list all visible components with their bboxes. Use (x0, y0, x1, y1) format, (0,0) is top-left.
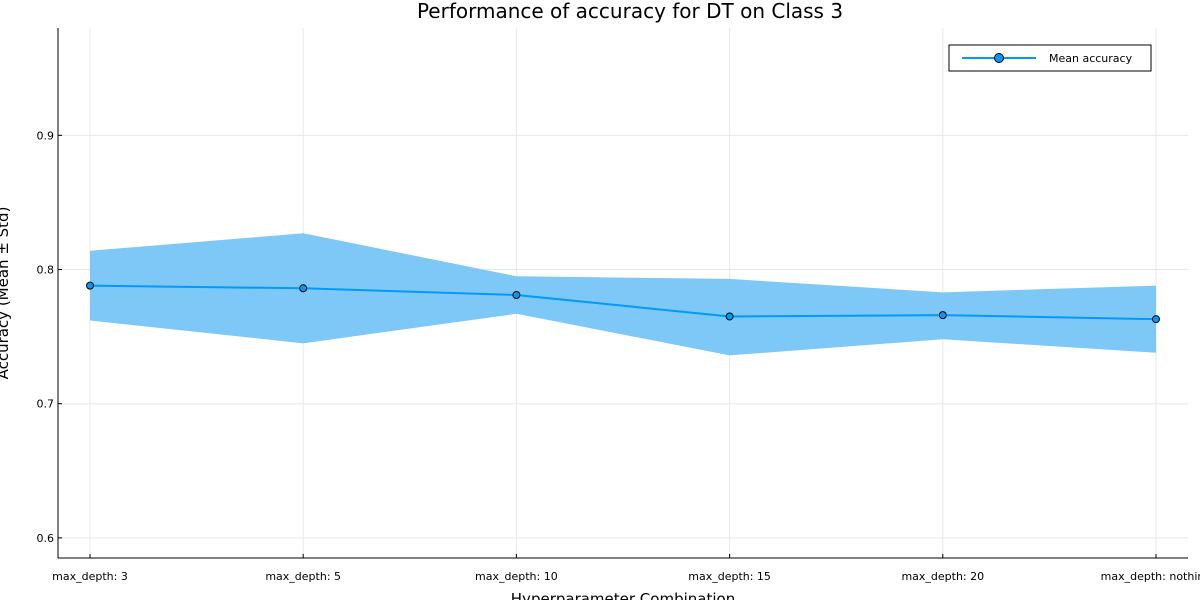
x-tick-label: max_depth: nothing (1101, 570, 1200, 583)
legend-box (948, 44, 1152, 72)
data-point (299, 284, 308, 293)
legend-label: Mean accuracy (1049, 52, 1133, 65)
x-tick-label: max_depth: 3 (52, 570, 128, 583)
y-axis-label: Accuracy (Mean ± Std) (0, 207, 12, 380)
std-band (90, 233, 1156, 356)
chart-title: Performance of accuracy for DT on Class … (417, 0, 843, 23)
y-tick-label: 0.9 (37, 129, 55, 142)
axes (57, 28, 1188, 559)
y-tick-label: 0.8 (37, 264, 55, 277)
x-tick-label: max_depth: 10 (475, 570, 558, 583)
y-tick-labels: 0.6 0.7 0.8 0.9 (37, 129, 55, 545)
y-tick-label: 0.6 (37, 532, 55, 545)
data-point (86, 281, 94, 290)
data-point (1152, 315, 1160, 324)
mean-line (89, 284, 1157, 321)
legend: Mean accuracy (948, 44, 1152, 72)
y-tick-label: 0.7 (37, 398, 55, 411)
x-tick-label: max_depth: 5 (265, 570, 341, 583)
legend-marker (994, 53, 1004, 63)
x-tick-labels: max_depth: 3 max_depth: 5 max_depth: 10 max… (52, 570, 1200, 583)
x-axis-label: Hyperparameter Combination (511, 590, 735, 600)
x-tick-label: max_depth: 15 (688, 570, 771, 583)
data-point (725, 312, 734, 321)
data-point (938, 311, 947, 320)
data-points (86, 281, 1160, 324)
data-point (512, 291, 521, 300)
x-tick-label: max_depth: 20 (901, 570, 984, 583)
